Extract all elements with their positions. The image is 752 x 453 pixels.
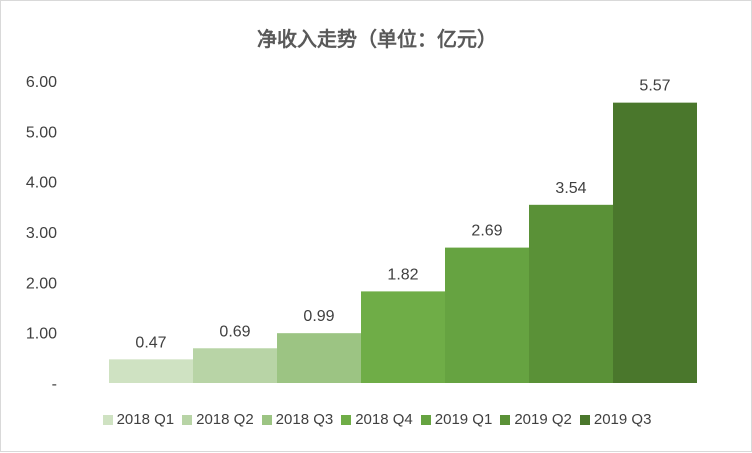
data-label: 0.47 [135,334,166,351]
legend-label: 2018 Q4 [355,411,413,428]
y-tick-label: 3.00 [26,225,57,242]
legend-label: 2018 Q3 [275,411,334,428]
y-tick-label: 4.00 [26,175,57,192]
legend-label: 2019 Q2 [514,411,572,428]
bar-2018-q2 [193,348,277,383]
legend-swatch [261,414,272,425]
bar-2019-q3 [613,102,697,383]
legend-item: 2019 Q2 [500,411,572,428]
bar-2019-q2 [529,204,613,383]
legend-swatch [182,414,193,425]
y-tick-label: - [52,376,57,393]
legend-label: 2019 Q3 [593,411,652,428]
data-label: 3.54 [555,180,586,197]
data-label: 0.99 [303,308,334,325]
legend-item: 2019 Q3 [579,411,652,428]
bar-2018-q1 [109,359,193,383]
legend-item: 2018 Q2 [182,411,254,428]
bar-2019-q1 [445,247,529,383]
legend-item: 2018 Q4 [341,411,413,428]
chart-title: 净收入走势（单位：亿元） [257,27,497,51]
y-tick-label: 6.00 [26,74,57,91]
legend-swatch [102,414,113,425]
legend-swatch [341,414,352,425]
legend-label: 2019 Q1 [434,411,493,428]
bar-2018-q3 [277,333,361,383]
legend-label: 2018 Q1 [116,411,175,428]
y-tick-label: 1.00 [26,326,57,343]
y-tick-label: 2.00 [26,275,57,292]
data-label: 1.82 [387,266,418,283]
bar-2018-q4 [361,291,445,383]
legend-swatch [420,414,431,425]
legend-item: 2019 Q1 [420,411,493,428]
data-label: 5.57 [639,78,670,95]
data-label: 0.69 [219,323,250,340]
legend-item: 2018 Q3 [261,411,334,428]
legend-item: 2018 Q1 [102,411,175,428]
legend-swatch [500,414,511,425]
data-label: 2.69 [471,223,502,240]
chart-legend: 2018 Q1 2018 Q2 2018 Q3 2018 Q4 2019 Q1 2019 … [1,411,752,428]
legend-label: 2018 Q2 [196,411,254,428]
legend-swatch [579,414,590,425]
y-tick-label: 5.00 [26,124,57,141]
